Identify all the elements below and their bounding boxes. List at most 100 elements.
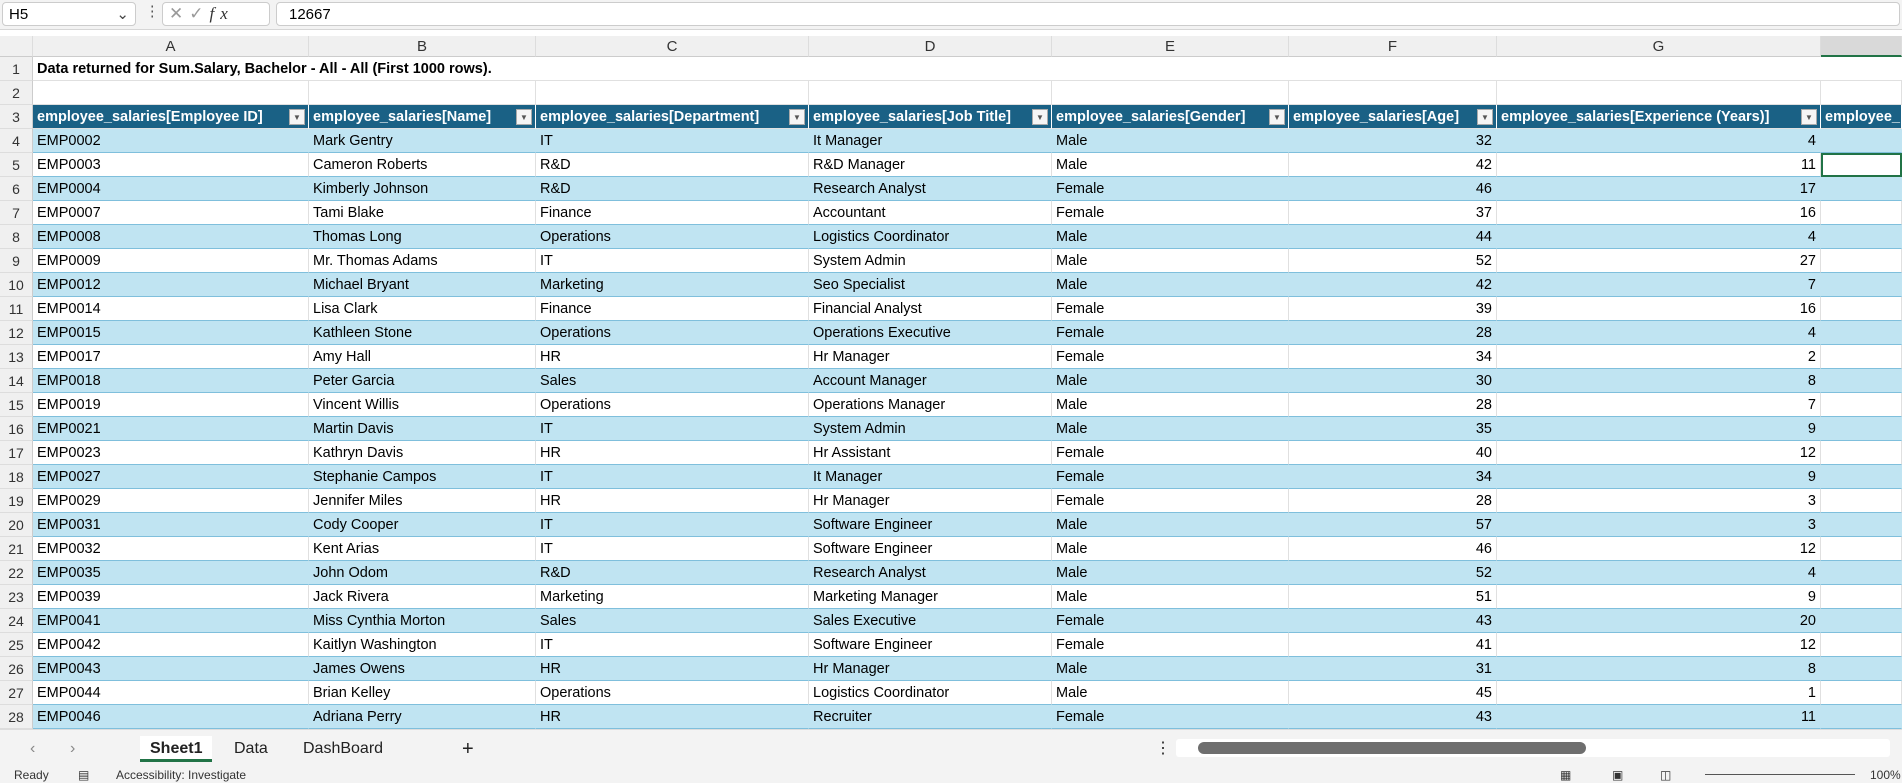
table-cell[interactable]: Peter Garcia [309, 369, 536, 393]
table-cell[interactable]: 8 [1497, 657, 1821, 681]
table-cell[interactable]: EMP0003 [33, 153, 309, 177]
column-header[interactable]: E [1052, 36, 1289, 57]
table-cell[interactable]: 40 [1289, 441, 1497, 465]
row-header[interactable]: 10 [0, 273, 33, 297]
table-cell[interactable]: IT [536, 129, 809, 153]
name-box[interactable]: H5 ⌄ [2, 2, 136, 26]
filter-dropdown-icon[interactable]: ▼ [289, 109, 305, 125]
filter-dropdown-icon[interactable]: ▼ [789, 109, 805, 125]
table-cell[interactable]: EMP0008 [33, 225, 309, 249]
table-cell[interactable]: 17 [1497, 177, 1821, 201]
table-cell[interactable] [1821, 657, 1902, 681]
row-header[interactable]: 18 [0, 465, 33, 489]
table-cell[interactable]: HR [536, 489, 809, 513]
table-cell[interactable]: Kaitlyn Washington [309, 633, 536, 657]
accessibility-status[interactable]: Accessibility: Investigate [116, 768, 247, 782]
table-cell[interactable]: Sales Executive [809, 609, 1052, 633]
row-header[interactable]: 21 [0, 537, 33, 561]
table-cell[interactable]: 37 [1289, 201, 1497, 225]
table-cell[interactable]: John Odom [309, 561, 536, 585]
table-cell[interactable]: 45 [1289, 681, 1497, 705]
table-cell[interactable]: Marketing [536, 273, 809, 297]
table-cell[interactable]: Logistics Coordinator [809, 681, 1052, 705]
table-cell[interactable]: Accountant [809, 201, 1052, 225]
table-cell[interactable]: IT [536, 513, 809, 537]
table-header-cell[interactable]: employee_salaries[Experience (Years)] ▼ [1497, 105, 1821, 129]
enter-icon[interactable]: ✓ [189, 4, 210, 23]
table-cell[interactable] [1821, 609, 1902, 633]
table-cell[interactable] [1821, 417, 1902, 441]
table-cell[interactable] [1821, 369, 1902, 393]
page-layout-icon[interactable]: ▣ [1612, 768, 1624, 782]
table-cell[interactable]: Female [1052, 201, 1289, 225]
table-cell[interactable]: EMP0015 [33, 321, 309, 345]
table-cell[interactable]: Martin Davis [309, 417, 536, 441]
table-cell[interactable]: 43 [1289, 705, 1497, 729]
table-cell[interactable]: Amy Hall [309, 345, 536, 369]
table-cell[interactable]: 46 [1289, 177, 1497, 201]
table-cell[interactable]: Financial Analyst [809, 297, 1052, 321]
more-icon[interactable]: ⋮ [145, 4, 160, 20]
table-cell[interactable]: Software Engineer [809, 513, 1052, 537]
table-cell[interactable]: 9 [1497, 465, 1821, 489]
table-cell[interactable]: Thomas Long [309, 225, 536, 249]
table-cell[interactable]: Male [1052, 585, 1289, 609]
cancel-icon[interactable]: ✕ [169, 4, 190, 23]
table-cell[interactable]: Male [1052, 657, 1289, 681]
table-cell[interactable]: R&D [536, 177, 809, 201]
table-cell[interactable]: Operations Manager [809, 393, 1052, 417]
row-header[interactable]: 11 [0, 297, 33, 321]
table-cell[interactable]: Tami Blake [309, 201, 536, 225]
table-cell[interactable]: 3 [1497, 513, 1821, 537]
table-cell[interactable]: EMP0035 [33, 561, 309, 585]
table-cell[interactable]: Male [1052, 681, 1289, 705]
table-cell[interactable]: 28 [1289, 393, 1497, 417]
table-cell[interactable]: EMP0018 [33, 369, 309, 393]
row-header[interactable]: 20 [0, 513, 33, 537]
empty-cell[interactable] [309, 81, 536, 105]
table-cell[interactable]: EMP0027 [33, 465, 309, 489]
empty-cell[interactable] [1052, 81, 1289, 105]
table-cell[interactable]: Male [1052, 249, 1289, 273]
table-cell[interactable]: 11 [1497, 153, 1821, 177]
table-cell[interactable]: EMP0039 [33, 585, 309, 609]
row-header[interactable]: 7 [0, 201, 33, 225]
table-cell[interactable]: Operations [536, 225, 809, 249]
row-header[interactable]: 13 [0, 345, 33, 369]
table-cell[interactable]: Female [1052, 633, 1289, 657]
row-header[interactable]: 26 [0, 657, 33, 681]
table-cell[interactable]: EMP0004 [33, 177, 309, 201]
table-cell[interactable]: Kathleen Stone [309, 321, 536, 345]
table-cell[interactable]: Male [1052, 561, 1289, 585]
table-cell[interactable]: 1 [1497, 681, 1821, 705]
table-cell[interactable] [1821, 297, 1902, 321]
table-cell[interactable]: 9 [1497, 585, 1821, 609]
empty-cell[interactable] [809, 81, 1052, 105]
table-cell[interactable]: Marketing [536, 585, 809, 609]
table-cell[interactable] [1821, 201, 1902, 225]
zoom-level[interactable]: 100% [1870, 768, 1901, 782]
table-cell[interactable]: HR [536, 705, 809, 729]
table-cell[interactable]: EMP0043 [33, 657, 309, 681]
table-cell[interactable]: Cameron Roberts [309, 153, 536, 177]
table-cell[interactable] [1821, 321, 1902, 345]
table-cell[interactable]: Female [1052, 705, 1289, 729]
filter-dropdown-icon[interactable]: ▼ [1032, 109, 1048, 125]
table-cell[interactable]: 12 [1497, 537, 1821, 561]
table-cell[interactable]: HR [536, 657, 809, 681]
table-cell[interactable] [1821, 705, 1902, 729]
table-cell[interactable]: Miss Cynthia Morton [309, 609, 536, 633]
table-cell[interactable]: 4 [1497, 561, 1821, 585]
table-cell[interactable]: EMP0017 [33, 345, 309, 369]
table-cell[interactable] [1821, 249, 1902, 273]
table-cell[interactable]: 57 [1289, 513, 1497, 537]
formula-input[interactable]: 12667 [276, 2, 1900, 26]
more-icon[interactable]: ⋮ [1155, 740, 1171, 757]
table-header-cell[interactable]: employee_salaries[Name] ▼ [309, 105, 536, 129]
table-cell[interactable]: 2 [1497, 345, 1821, 369]
empty-cell[interactable] [536, 81, 809, 105]
empty-cell[interactable] [1289, 81, 1497, 105]
table-cell[interactable]: 46 [1289, 537, 1497, 561]
table-cell[interactable]: 12 [1497, 441, 1821, 465]
column-header[interactable]: G [1497, 36, 1821, 57]
